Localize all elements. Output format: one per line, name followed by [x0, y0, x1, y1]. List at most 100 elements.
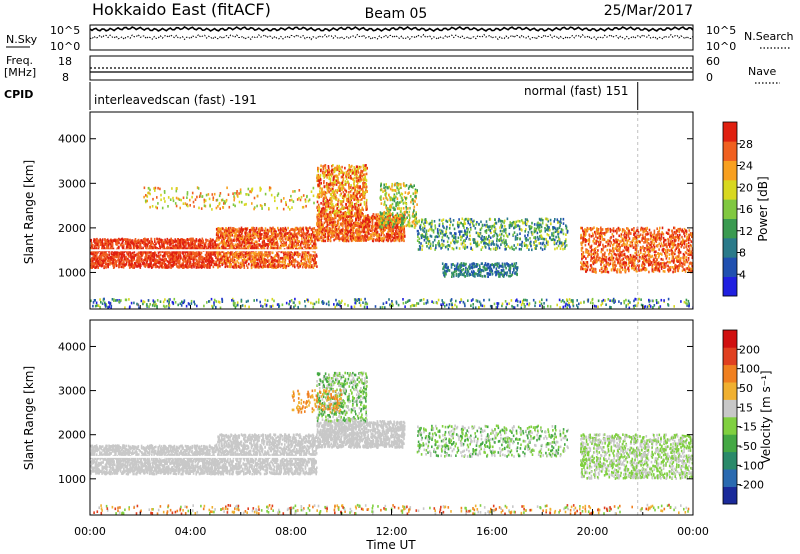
- data-cell: [337, 222, 340, 225]
- data-cell: [353, 171, 356, 174]
- data-cell: [133, 253, 135, 257]
- data-cell: [369, 236, 372, 240]
- data-cell: [358, 175, 360, 179]
- data-cell: [362, 166, 365, 169]
- data-cell: [173, 252, 175, 256]
- data-cell: [198, 261, 200, 265]
- data-cell: [319, 184, 321, 187]
- data-cell: [356, 167, 359, 171]
- data-cell: [276, 264, 278, 267]
- data-cell: [107, 242, 109, 246]
- data-cell: [400, 235, 402, 238]
- data-cell: [277, 244, 279, 248]
- data-cell: [330, 213, 332, 216]
- data-cell: [246, 254, 248, 257]
- data-cell: [149, 254, 152, 257]
- data-cell: [96, 253, 98, 256]
- data-cell: [183, 254, 185, 258]
- data-cell: [398, 239, 401, 242]
- data-cell: [364, 168, 367, 172]
- data-cell: [294, 247, 297, 251]
- data-cell: [115, 262, 117, 266]
- data-cell: [205, 251, 208, 254]
- data-cell: [351, 223, 353, 226]
- data-cell: [236, 260, 238, 263]
- data-cell: [245, 242, 248, 245]
- data-cell: [250, 246, 252, 250]
- data-cell: [333, 223, 335, 227]
- data-cell: [272, 240, 275, 243]
- data-cell: [400, 214, 403, 217]
- data-cell: [230, 232, 232, 236]
- data-cell: [241, 241, 243, 244]
- data-cell: [92, 259, 94, 263]
- data-cell: [324, 164, 327, 167]
- data-cell: [169, 246, 171, 250]
- data-cell: [340, 182, 343, 185]
- data-cell: [291, 258, 294, 262]
- data-cell: [101, 238, 104, 241]
- data-cell: [226, 234, 228, 237]
- data-cell: [333, 238, 335, 242]
- data-cell: [265, 259, 268, 262]
- data-cell: [116, 253, 118, 257]
- data-cell: [133, 263, 135, 267]
- data-cell: [305, 237, 307, 240]
- data-cell: [255, 264, 258, 267]
- data-cell: [163, 254, 166, 257]
- data-cell: [270, 231, 273, 234]
- data-cell: [170, 237, 172, 241]
- data-cell: [98, 245, 100, 249]
- data-cell: [243, 241, 245, 245]
- data-cell: [357, 177, 359, 180]
- data-cell: [288, 236, 290, 239]
- data-cell: [273, 258, 275, 262]
- data-cell: [301, 232, 303, 235]
- data-cell: [372, 213, 375, 217]
- data-cell: [323, 232, 325, 235]
- data-cell: [224, 236, 227, 239]
- nsearch-label: N.Search: [744, 30, 794, 43]
- data-cell: [170, 243, 172, 246]
- data-cell: [211, 251, 214, 255]
- data-cell: [105, 252, 107, 255]
- data-cell: [249, 231, 252, 234]
- data-cell: [202, 263, 204, 267]
- data-cell: [283, 260, 286, 264]
- data-cell: [395, 235, 398, 239]
- data-cell: [359, 211, 362, 215]
- data-cell: [372, 237, 375, 241]
- data-cell: [285, 264, 288, 268]
- data-cell: [195, 247, 197, 250]
- data-cell: [323, 214, 326, 218]
- data-cell: [251, 239, 253, 243]
- data-cell: [215, 263, 218, 267]
- data-cell: [352, 222, 355, 225]
- data-cell: [206, 239, 209, 242]
- data-cell: [111, 242, 114, 246]
- data-cell: [339, 183, 341, 187]
- data-cell: [234, 234, 236, 238]
- data-cell: [305, 227, 308, 230]
- data-cell: [153, 252, 155, 255]
- data-cell: [191, 242, 194, 246]
- data-cell: [354, 236, 356, 239]
- data-cell: [262, 253, 264, 256]
- data-cell: [248, 251, 250, 255]
- data-cell: [296, 226, 298, 230]
- data-cell: [133, 258, 135, 261]
- data-cell: [317, 170, 319, 173]
- data-cell: [363, 196, 366, 200]
- data-cell: [99, 254, 102, 258]
- data-cell: [287, 253, 290, 257]
- data-cell: [309, 233, 311, 236]
- data-cell: [114, 253, 116, 257]
- data-cell: [103, 246, 105, 249]
- data-cell: [95, 238, 98, 241]
- data-cell: [221, 263, 223, 267]
- data-cell: [329, 216, 331, 220]
- data-cell: [215, 256, 217, 260]
- data-cell: [202, 258, 205, 262]
- data-cell: [356, 181, 359, 185]
- data-cell: [93, 238, 95, 241]
